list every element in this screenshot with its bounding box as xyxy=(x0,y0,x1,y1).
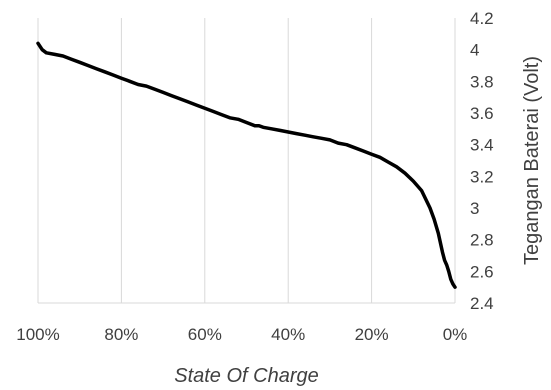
x-tick-label: 40% xyxy=(271,325,305,344)
x-tick-label: 20% xyxy=(355,325,389,344)
y-tick-label: 2.8 xyxy=(470,231,494,250)
x-axis-title: State Of Charge xyxy=(174,365,319,387)
y-tick-label: 2.4 xyxy=(470,294,494,313)
y-tick-labels: 2.4 2.6 2.8 3 3.2 3.4 3.6 3.8 4 4.2 xyxy=(470,9,494,313)
y-axis-title: Tegangan Baterai (Volt) xyxy=(521,56,543,265)
x-tick-labels: 100% 80% 60% 40% 20% 0% xyxy=(16,325,467,344)
y-tick-label: 3.4 xyxy=(470,136,494,155)
y-tick-label: 4.2 xyxy=(470,9,494,28)
y-tick-label: 3.8 xyxy=(470,72,494,91)
y-tick-label: 3 xyxy=(470,199,479,218)
x-tick-label: 0% xyxy=(443,325,468,344)
voltage-curve xyxy=(36,41,457,289)
x-tick-label: 100% xyxy=(16,325,59,344)
y-tick-label: 3.2 xyxy=(470,167,494,186)
vertical-gridlines xyxy=(37,18,456,303)
x-tick-label: 80% xyxy=(104,325,138,344)
y-tick-label: 2.6 xyxy=(470,262,494,281)
y-tick-label: 4 xyxy=(470,41,479,60)
x-tick-label: 60% xyxy=(188,325,222,344)
y-tick-label: 3.6 xyxy=(470,104,494,123)
